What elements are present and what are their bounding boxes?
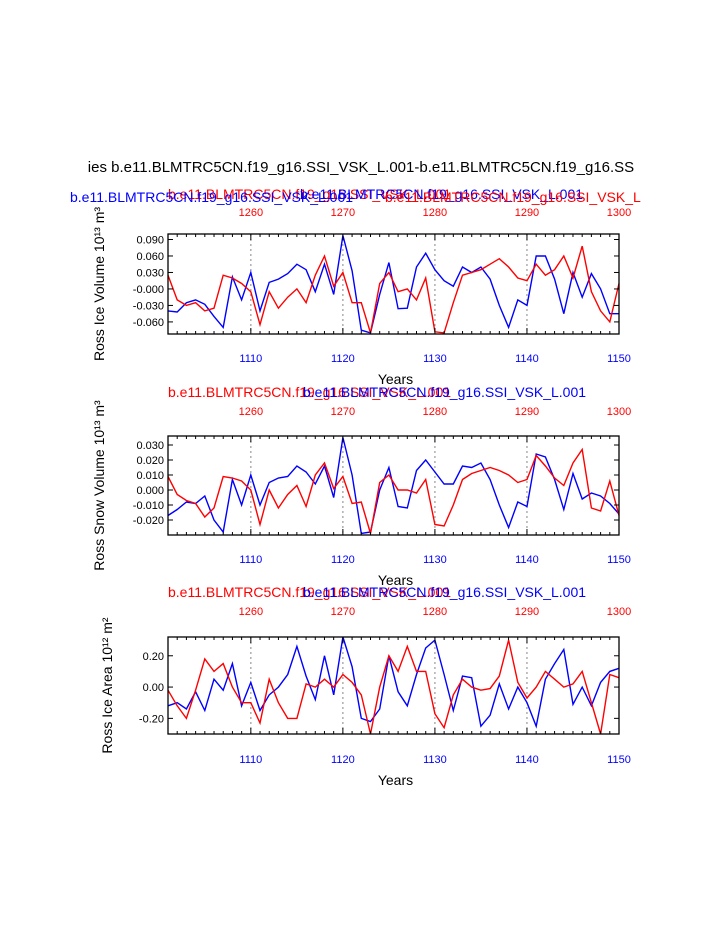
top-tick-label: 1270 bbox=[331, 406, 355, 418]
y-tick-label: -0.010 bbox=[133, 500, 164, 512]
y-tick-label: 0.030 bbox=[136, 440, 164, 452]
x-axis-label: Years bbox=[378, 371, 413, 387]
top-tick-label: 1280 bbox=[423, 207, 447, 219]
series-line-blue bbox=[167, 235, 619, 334]
y-tick-label: -0.030 bbox=[133, 300, 164, 312]
top-tick-label: 1290 bbox=[515, 606, 539, 618]
series-line-red bbox=[167, 245, 620, 334]
series-line-red bbox=[167, 639, 620, 735]
top-tick-label: 1300 bbox=[607, 606, 631, 618]
x-tick-label: 1130 bbox=[423, 353, 447, 365]
y-tick-label: -0.020 bbox=[133, 515, 164, 527]
y-tick-label: 0.030 bbox=[136, 267, 164, 279]
x-tick-label: 1110 bbox=[239, 754, 262, 766]
y-tick-label: 0.020 bbox=[136, 455, 164, 467]
plot-frame bbox=[167, 435, 620, 536]
top-tick-label: 1260 bbox=[239, 606, 263, 618]
y-tick-label: 0.060 bbox=[136, 251, 164, 263]
series-line-blue bbox=[167, 636, 620, 729]
y-axis-label: Ross Ice Volume 10¹³ m³ bbox=[91, 207, 107, 361]
x-tick-label: 1150 bbox=[607, 554, 631, 566]
y-tick-label: 0.090 bbox=[136, 234, 164, 246]
y-tick-label: -0.20 bbox=[139, 713, 164, 725]
panels: b.e11.BLMTRC5CN.f19_g16.SSI_VSK_L.001b.e… bbox=[70, 186, 641, 788]
y-axis-label: Ross Snow Volume 10¹³ m³ bbox=[91, 400, 107, 571]
top-tick-label: 1300 bbox=[607, 406, 631, 418]
x-tick-label: 1150 bbox=[607, 353, 631, 365]
x-tick-label: 1110 bbox=[239, 353, 262, 365]
x-tick-label: 1140 bbox=[515, 353, 539, 365]
panel-title-red-right: b.e11.BLMTRC5CN.f19_g16.SSI_VSK_L bbox=[385, 189, 641, 205]
x-tick-label: 1150 bbox=[607, 754, 631, 766]
top-tick-label: 1260 bbox=[239, 207, 263, 219]
series-line-red bbox=[167, 447, 620, 534]
series-line-blue bbox=[167, 437, 620, 535]
y-tick-label: 0.20 bbox=[143, 651, 164, 663]
y-tick-label: -0.060 bbox=[133, 317, 164, 329]
y-tick-label: -0.000 bbox=[133, 284, 164, 296]
x-tick-label: 1120 bbox=[331, 754, 355, 766]
main-title: ies b.e11.BLMTRC5CN.f19_g16.SSI_VSK_L.00… bbox=[88, 159, 634, 176]
y-tick-label: 0.000 bbox=[136, 485, 164, 497]
top-tick-label: 1290 bbox=[515, 207, 539, 219]
panel-title-blue: b.e11.BLMTRC5CN.f19_g16.SSI_VSK_L.001 bbox=[70, 189, 353, 205]
x-tick-label: 1110 bbox=[239, 554, 262, 566]
top-tick-label: 1270 bbox=[331, 207, 355, 219]
panel-title-red: b.e11.BLMTRC5CN.f19_g16.SSI_VSK_L.001 bbox=[168, 384, 451, 400]
top-tick-label: 1280 bbox=[423, 406, 447, 418]
x-tick-label: 1130 bbox=[423, 554, 447, 566]
plot-frame bbox=[167, 233, 620, 335]
x-tick-label: 1120 bbox=[331, 353, 355, 365]
x-axis-label: Years bbox=[378, 772, 413, 788]
y-tick-label: 0.00 bbox=[143, 682, 164, 694]
x-tick-label: 1140 bbox=[515, 554, 539, 566]
panel-title-red: b.e11.BLMTRC5CN.f19_g16.SSI_VSK_L.001 bbox=[168, 584, 451, 600]
x-tick-label: 1130 bbox=[423, 754, 447, 766]
top-tick-label: 1290 bbox=[515, 406, 539, 418]
panel-title-blue: b.e11.BLMTRC5CN.f19_g16.SSI_VSK_L.001 bbox=[303, 384, 586, 400]
x-tick-label: 1120 bbox=[331, 554, 355, 566]
panel-title-red: b.e11.BLMTRC5CN.f19_g16.SSI_VSK_L.001 bbox=[168, 186, 451, 202]
x-axis-label: Years bbox=[378, 572, 413, 588]
plot-frame bbox=[167, 636, 620, 735]
y-tick-label: 0.010 bbox=[136, 470, 164, 482]
top-tick-label: 1270 bbox=[331, 606, 355, 618]
panel-title-blue-right: b.e11.BLMTRC5CN.f19_g16.SSI_VSK_L.001 bbox=[300, 186, 583, 202]
top-tick-label: 1280 bbox=[423, 606, 447, 618]
panel-title-blue: b.e11.BLMTRC5CN.f19_g16.SSI_VSK_L.001 bbox=[303, 584, 586, 600]
y-axis-label: Ross Ice Area 10¹² m² bbox=[99, 617, 115, 753]
top-tick-label: 1300 bbox=[607, 207, 631, 219]
x-tick-label: 1140 bbox=[515, 754, 539, 766]
top-tick-label: 1260 bbox=[239, 406, 263, 418]
